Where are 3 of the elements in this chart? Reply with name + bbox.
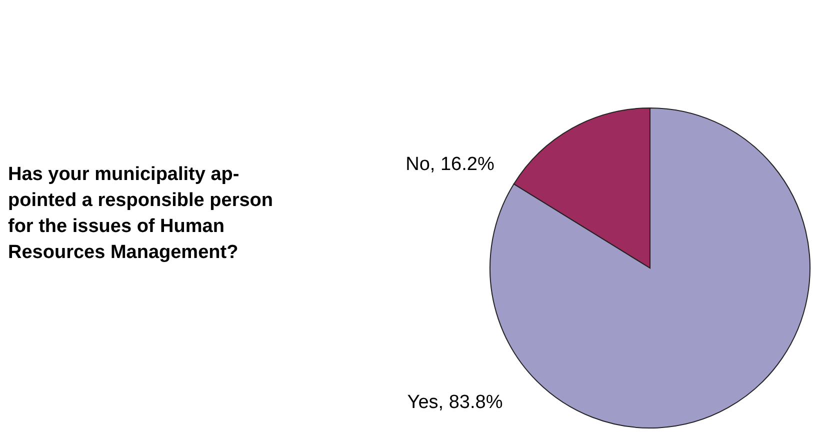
slice-label: Yes, 83.8% (407, 392, 503, 413)
text: Has your municipality ap- pointed a responsible person for the issues of Human Resources Management? (8, 164, 273, 263)
slice-label: No, 16.2% (406, 154, 494, 175)
